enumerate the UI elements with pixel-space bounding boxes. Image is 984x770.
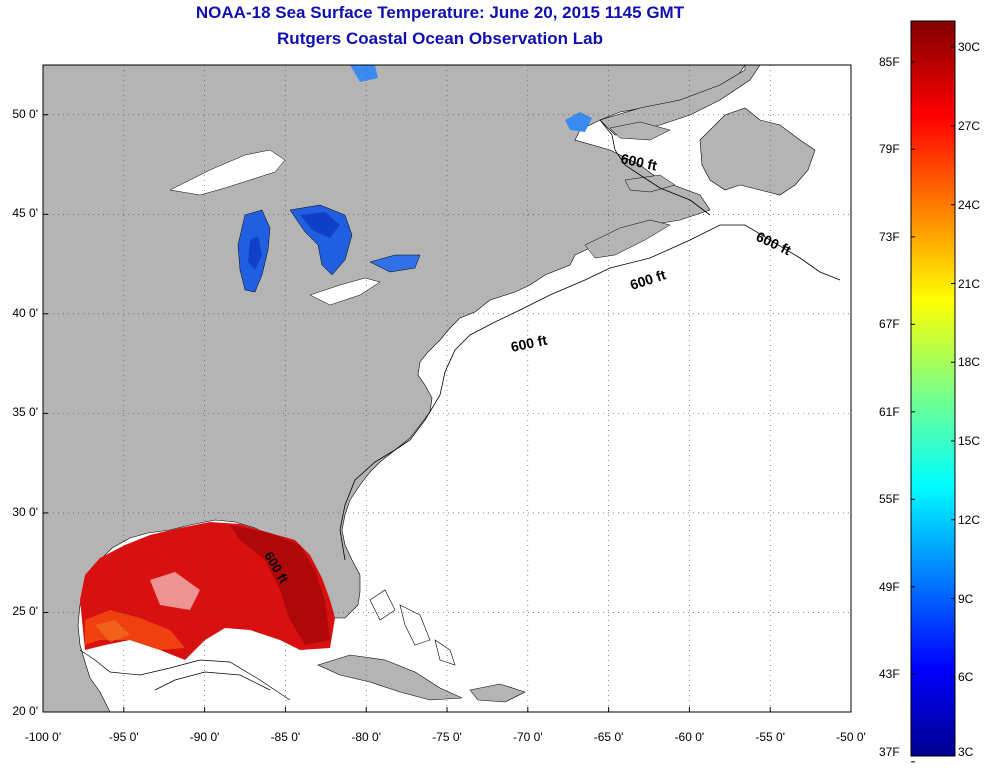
colorbar-label-f: 55F bbox=[879, 492, 900, 507]
colorbar-label-f: 73F bbox=[879, 229, 900, 244]
y-tick-label: 25 0' bbox=[12, 604, 38, 619]
contour-label-4: 600 ft bbox=[509, 332, 548, 355]
land-north-america bbox=[43, 65, 746, 712]
colorbar-label-c: 18C bbox=[958, 355, 981, 370]
x-tick-label: -90 0' bbox=[189, 730, 220, 744]
colorbar-label-c: 12C bbox=[958, 512, 981, 527]
colorbar bbox=[910, 20, 956, 757]
x-tick-label: -60 0' bbox=[674, 730, 705, 744]
y-tick-label: 45 0' bbox=[12, 206, 38, 221]
map-subtitle: Rutgers Coastal Ocean Observation Lab bbox=[277, 29, 603, 48]
colorbar-label-f: 85F bbox=[879, 54, 900, 69]
lake-erie bbox=[309, 277, 381, 306]
land-nova-scotia bbox=[584, 219, 671, 259]
x-tick-label: -65 0' bbox=[593, 730, 624, 744]
land-cuba bbox=[317, 654, 463, 701]
y-tick-label: 50 0' bbox=[12, 106, 38, 121]
land-newfoundland bbox=[699, 107, 816, 196]
contour-600ft bbox=[339, 224, 841, 561]
x-tick-label: -70 0' bbox=[512, 730, 543, 744]
x-tick-label: -50 0' bbox=[836, 730, 866, 744]
map-title: NOAA-18 Sea Surface Temperature: June 20… bbox=[195, 3, 685, 22]
x-tick-label: -80 0' bbox=[351, 730, 382, 744]
lake-ontario bbox=[369, 254, 421, 273]
colorbar-label-c: 27C bbox=[958, 119, 981, 133]
colorbar-label-c: 15C bbox=[958, 434, 981, 448]
colorbar-label-f: 43F bbox=[879, 667, 900, 682]
colorbar-label-c: 9C bbox=[958, 591, 974, 606]
colorbar-label-c: 24C bbox=[958, 197, 981, 212]
colorbar-label-c: 6C bbox=[958, 670, 974, 685]
x-tick-label: -85 0' bbox=[270, 730, 301, 744]
colorbar-label-f: 61F bbox=[879, 404, 900, 419]
colorbar-label-f: 67F bbox=[879, 317, 900, 332]
colorbar-label-c: 30C bbox=[958, 40, 981, 55]
x-tick-label: -100 0' bbox=[24, 730, 62, 744]
x-tick-label: -75 0' bbox=[432, 730, 462, 744]
contour-label-1: 600 ft bbox=[619, 150, 658, 173]
y-tick-label: 20 0' bbox=[12, 704, 38, 718]
y-tick-label: 35 0' bbox=[12, 405, 38, 420]
colorbar-label-f: 79F bbox=[879, 142, 900, 157]
x-tick-label: -95 0' bbox=[108, 730, 139, 744]
y-tick-label: 30 0' bbox=[12, 504, 38, 519]
colorbar-label-f: 49F bbox=[879, 579, 900, 594]
colorbar-label-c: 3C bbox=[958, 745, 974, 759]
x-tick-label: -55 0' bbox=[755, 730, 786, 744]
colorbar-label-f: 37F bbox=[879, 745, 900, 759]
y-tick-label: 40 0' bbox=[12, 305, 38, 320]
colorbar-label-c: 21C bbox=[958, 276, 981, 291]
lake-superior bbox=[169, 149, 286, 196]
